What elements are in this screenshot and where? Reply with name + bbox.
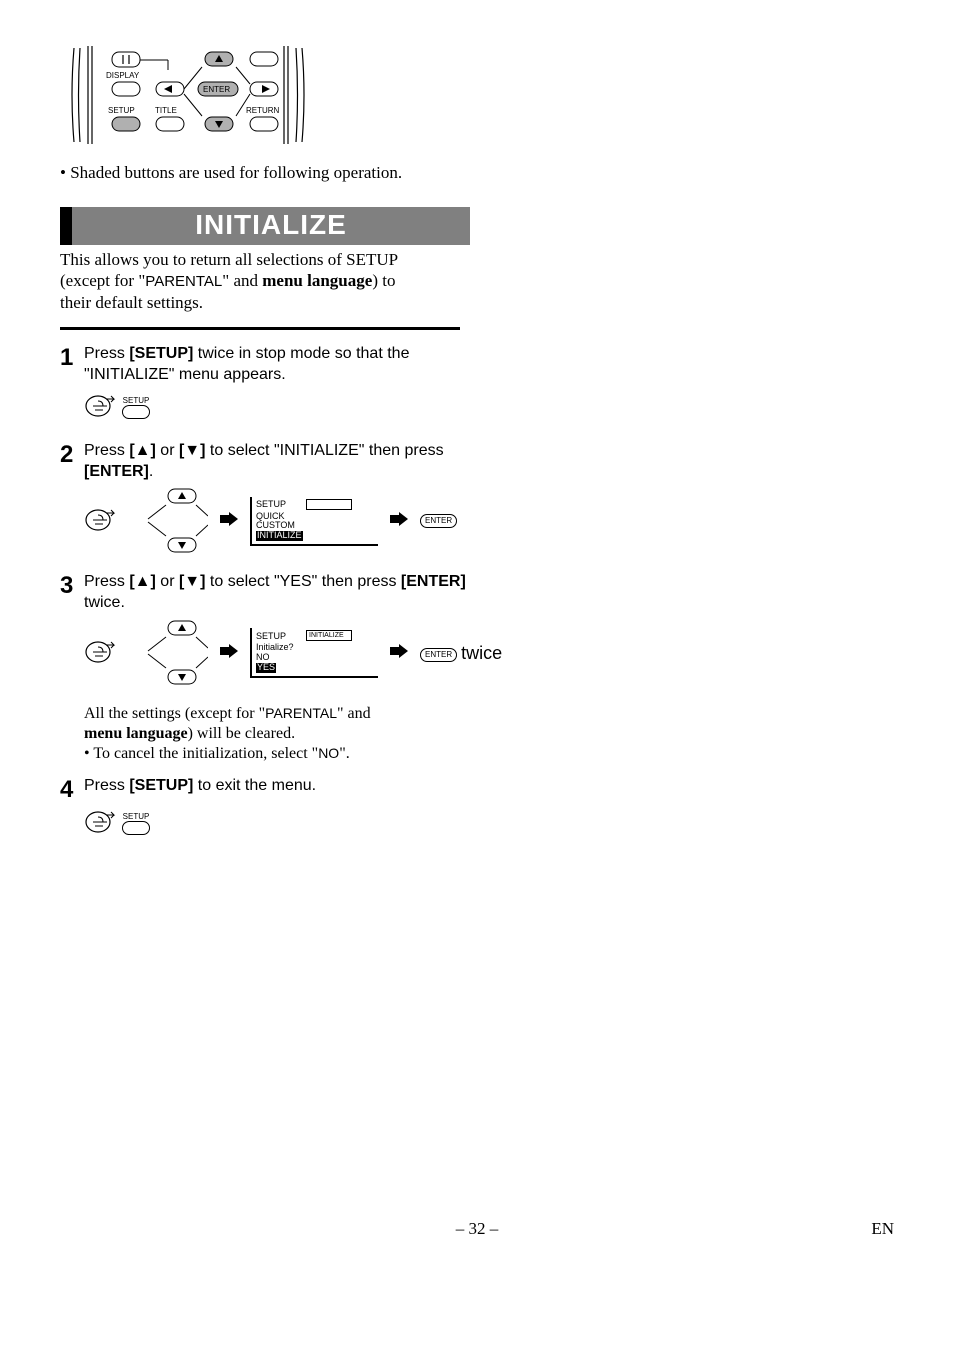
- intro-line2c: ) to: [372, 271, 395, 290]
- label-return: RETURN: [246, 106, 280, 115]
- hand-icon-3: [84, 638, 118, 669]
- s3-ta: Press: [84, 573, 129, 590]
- s3-dn: [▼]: [179, 573, 206, 590]
- lang-code: EN: [871, 1219, 894, 1239]
- enter-btn: ENTER: [420, 514, 457, 528]
- s2-tc: .: [149, 463, 153, 480]
- section-header-wrap: INITIALIZE: [60, 207, 894, 245]
- step-3-illu: SETUP INITIALIZE Initialize? NO YES ENTE…: [84, 620, 894, 686]
- hand-icon-2: [84, 506, 118, 537]
- s2-up: [▲]: [129, 442, 156, 459]
- enter-btn-2: ENTER: [420, 648, 457, 662]
- s3-up: [▲]: [129, 573, 156, 590]
- step-4-illu: SETUP: [84, 808, 894, 839]
- intro-line3: their default settings.: [60, 293, 203, 312]
- menu-q: Initialize?: [256, 642, 294, 652]
- step-4: 4 Press [SETUP] to exit the menu.: [60, 776, 490, 802]
- note-1b: " and: [337, 705, 371, 722]
- s4-btn: [SETUP]: [129, 777, 193, 794]
- s1-btn: [SETUP]: [129, 345, 193, 362]
- note-block: All the settings (except for "PARENTAL" …: [84, 704, 464, 764]
- bullet-note: • Shaded buttons are used for following …: [60, 163, 894, 183]
- label-display: DISPLAY: [106, 71, 140, 80]
- step-3: 3 Press [▲] or [▼] to select "YES" then …: [60, 572, 490, 614]
- label-title: TITLE: [155, 106, 177, 115]
- s3-tb: to select "YES" then press: [205, 573, 400, 590]
- menu-no: NO: [256, 652, 270, 662]
- s2-enter: [ENTER]: [84, 463, 149, 480]
- label-enter: ENTER: [203, 85, 230, 94]
- note-1a: All the settings (except for ": [84, 705, 265, 722]
- note-parental: PARENTAL: [265, 705, 337, 721]
- arrow-icon: [220, 512, 238, 531]
- setup-pill-2: [122, 821, 150, 835]
- step-3-num: 3: [60, 572, 84, 614]
- note-2a: menu language: [84, 725, 188, 742]
- setup-label-2: SETUP: [123, 812, 150, 821]
- menu-box-setup: SETUP QUICK CUSTOM INITIALIZE: [250, 497, 378, 547]
- menu-item-custom: CUSTOM: [256, 520, 295, 530]
- menu-title-2: SETUP: [256, 631, 286, 641]
- updown-diagram-2: [130, 620, 208, 686]
- setup-pill: [122, 405, 150, 419]
- s3-or: or: [156, 573, 179, 590]
- step-4-num: 4: [60, 776, 84, 802]
- s2-dn: [▼]: [179, 442, 206, 459]
- menu-right-box: [306, 499, 352, 510]
- intro-line2b: " and: [222, 271, 262, 290]
- intro-line2a: (except for ": [60, 271, 145, 290]
- step-2-body: Press [▲] or [▼] to select "INITIALIZE" …: [84, 441, 490, 483]
- menu-yes: YES: [256, 663, 276, 673]
- setup-label: SETUP: [123, 396, 150, 405]
- setup-btn-block-2: SETUP: [122, 812, 150, 835]
- header-accent: [60, 207, 72, 245]
- step-1: 1 Press [SETUP] twice in stop mode so th…: [60, 344, 490, 386]
- menu-item-initialize: INITIALIZE: [256, 531, 303, 541]
- s3-tc: twice.: [84, 594, 125, 611]
- hand-icon: [84, 392, 118, 423]
- arrow-icon-4: [390, 644, 408, 663]
- intro-parental: PARENTAL: [145, 273, 222, 290]
- intro-text: This allows you to return all selections…: [60, 249, 460, 313]
- step-4-body: Press [SETUP] to exit the menu.: [84, 776, 490, 802]
- hand-icon-4: [84, 808, 118, 839]
- s2-tb: to select "INITIALIZE" then press: [205, 442, 443, 459]
- twice-label: twice: [461, 643, 502, 663]
- section-header: INITIALIZE: [72, 207, 470, 245]
- step-2-illu: SETUP QUICK CUSTOM INITIALIZE ENTER: [84, 488, 894, 554]
- s2-ta: Press: [84, 442, 129, 459]
- note-no: NO: [318, 745, 339, 761]
- s2-or: or: [156, 442, 179, 459]
- setup-btn-block: SETUP: [122, 396, 150, 419]
- updown-diagram: [130, 488, 208, 554]
- label-setup: SETUP: [108, 106, 135, 115]
- step-2: 2 Press [▲] or [▼] to select "INITIALIZE…: [60, 441, 490, 483]
- remote-diagram: DISPLAY SETUP TITLE ENTER RETURN: [70, 40, 894, 155]
- arrow-icon-2: [390, 512, 408, 531]
- note-3b: ".: [339, 745, 350, 762]
- menu-box-initialize: SETUP INITIALIZE Initialize? NO YES: [250, 628, 378, 678]
- menu-title: SETUP: [256, 499, 286, 509]
- menu-item-quick: QUICK: [256, 511, 285, 521]
- step-1-illu: SETUP: [84, 392, 894, 423]
- s1-text-a: Press: [84, 345, 129, 362]
- s4-tb: to exit the menu.: [193, 777, 316, 794]
- step-1-num: 1: [60, 344, 84, 386]
- arrow-icon-3: [220, 644, 238, 663]
- intro-line1: This allows you to return all selections…: [60, 250, 398, 269]
- note-3a: • To cancel the initialization, select ": [84, 745, 318, 762]
- menu-right-label: INITIALIZE: [306, 630, 352, 641]
- page-number: – 32 –: [60, 1219, 894, 1239]
- step-3-body: Press [▲] or [▼] to select "YES" then pr…: [84, 572, 490, 614]
- footer: – 32 – EN: [60, 1219, 894, 1239]
- divider: [60, 327, 460, 330]
- s3-enter: [ENTER]: [401, 573, 466, 590]
- s4-ta: Press: [84, 777, 129, 794]
- remote-svg: DISPLAY SETUP TITLE ENTER RETURN: [70, 40, 310, 150]
- intro-menu-language: menu language: [262, 271, 372, 290]
- note-2b: ) will be cleared.: [188, 725, 296, 742]
- step-2-num: 2: [60, 441, 84, 483]
- step-1-body: Press [SETUP] twice in stop mode so that…: [84, 344, 490, 386]
